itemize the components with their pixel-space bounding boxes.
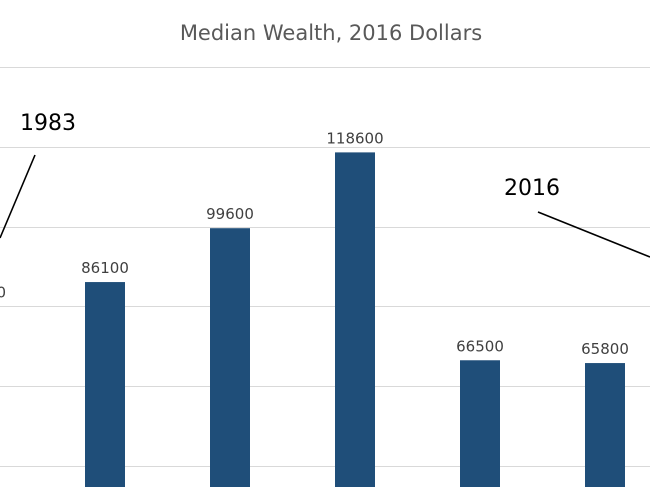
bar-5 [460, 360, 500, 487]
bars [85, 152, 625, 487]
bar-2 [85, 282, 125, 487]
data-label-3: 99600 [206, 205, 254, 223]
data-label-2: 86100 [81, 259, 129, 277]
chart-title: Median Wealth, 2016 Dollars [180, 21, 482, 45]
data-label-6: 65800 [581, 340, 629, 358]
data-labels: 0 86100 99600 118600 66500 65800 [0, 129, 629, 358]
annotation-1983: 1983 [20, 111, 76, 136]
annotation-1983-line [0, 154, 36, 239]
annotations: 1983 2016 [0, 111, 650, 258]
annotation-2016: 2016 [504, 176, 560, 201]
data-label-5: 66500 [456, 337, 504, 355]
data-label-4: 118600 [326, 129, 383, 147]
annotation-2016-line [537, 211, 650, 258]
bar-3 [210, 228, 250, 487]
data-label-1: 0 [0, 283, 6, 301]
bar-6 [585, 363, 625, 487]
bar-4 [335, 152, 375, 487]
